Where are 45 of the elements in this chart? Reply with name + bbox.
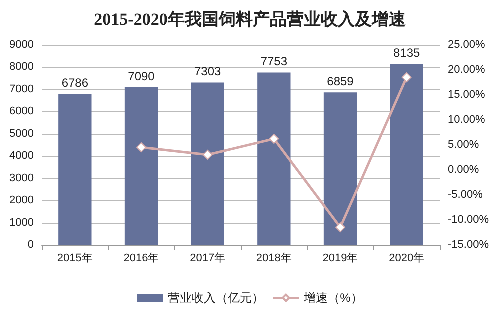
y-tick-label: 5000 xyxy=(10,128,34,140)
x-tick-label: 2016年 xyxy=(124,252,160,264)
y-tick-label: 3000 xyxy=(10,172,34,184)
data-label: 7753 xyxy=(260,54,288,69)
y-tick-label: 4000 xyxy=(10,150,34,162)
y-tick-label: 8000 xyxy=(10,61,34,74)
data-label: 8135 xyxy=(393,46,421,60)
y2-tick-label: 0.00% xyxy=(448,164,480,176)
y2-tick-label: 15.00% xyxy=(448,89,486,101)
x-tick-label: 2017年 xyxy=(190,252,226,264)
chart-title: 2015-2020年我国饲料产品营业收入及增速 xyxy=(94,10,406,29)
bar xyxy=(124,87,158,245)
y2-tick-label: 5.00% xyxy=(448,139,480,151)
bar xyxy=(390,64,424,245)
point xyxy=(202,150,213,160)
y2-tick-label: -5.00% xyxy=(448,189,484,201)
point xyxy=(136,142,146,152)
point xyxy=(336,222,346,232)
x-tick-label: 2018年 xyxy=(256,252,292,264)
data-label: 6786 xyxy=(62,76,89,90)
y-tick-label: 6000 xyxy=(10,106,34,118)
x-tick-label: 2019年 xyxy=(322,252,358,264)
y2-tick-label: 10.00% xyxy=(448,114,486,126)
data-label: 7303 xyxy=(194,64,222,79)
bar xyxy=(58,94,92,245)
y2-tick-label: 25.00% xyxy=(448,39,486,51)
y-tick-label: 1000 xyxy=(10,216,34,229)
y-tick-label: 2000 xyxy=(10,194,34,207)
data-label: 6859 xyxy=(327,74,354,89)
bar xyxy=(324,92,358,245)
x-tick-label: 2015年 xyxy=(57,252,93,264)
bar xyxy=(258,72,291,245)
point xyxy=(402,72,412,82)
legend-label: 增速（%） xyxy=(303,291,363,305)
y-tick-label: 0 xyxy=(28,239,34,251)
y-tick-label: 7000 xyxy=(10,83,34,96)
y2-tick-label: -10.00% xyxy=(448,214,490,226)
x-tick-label: 2020年 xyxy=(389,252,425,264)
bar xyxy=(191,82,224,245)
legend-label: 营业收入（亿元） xyxy=(168,291,264,305)
y2-tick-label: 20.00% xyxy=(448,64,486,76)
data-label: 7090 xyxy=(128,69,156,84)
point xyxy=(269,134,280,144)
y-tick-label: 9000 xyxy=(10,39,34,51)
y2-tick-label: -15.00% xyxy=(448,239,490,251)
